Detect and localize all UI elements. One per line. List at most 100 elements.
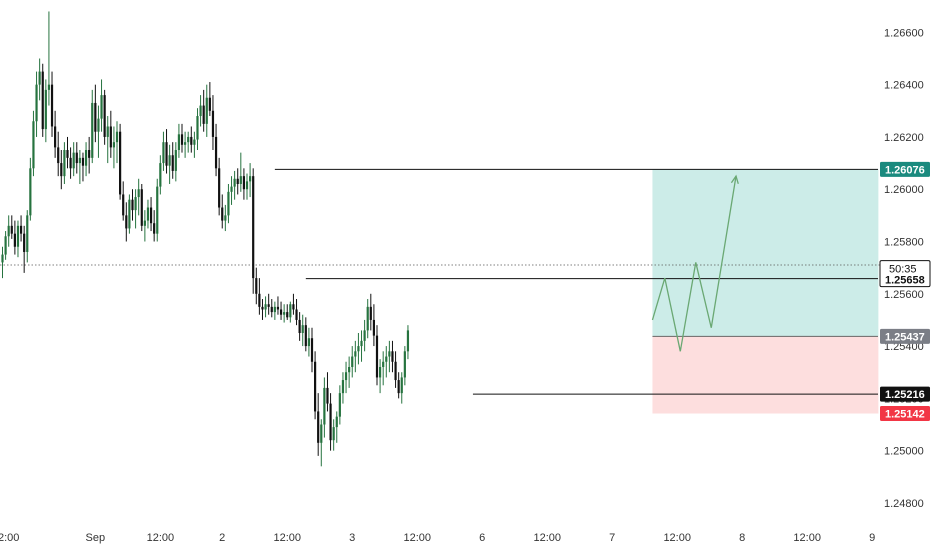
candle-body	[329, 403, 332, 441]
time-tick-label: Sep	[86, 532, 106, 544]
candle-body	[323, 387, 326, 425]
candle-body	[106, 126, 109, 137]
candle-body	[335, 416, 338, 428]
price-tick-label: 1.26600	[884, 27, 924, 39]
projection-path	[651, 174, 739, 352]
candle-body	[375, 335, 379, 378]
candle-body	[196, 116, 199, 140]
candle-body	[255, 278, 258, 294]
candle-body	[63, 150, 66, 177]
price-axis: 1.26600 1.26400 1.26200 1.26000 1.25800 1.256…	[884, 27, 924, 510]
projection-arrow-head	[730, 174, 739, 185]
candle-body	[88, 150, 91, 158]
price-tick-label: 1.25800	[884, 237, 924, 249]
candle-body	[332, 427, 335, 441]
time-tick-label: 12:00	[403, 532, 431, 544]
candle-body	[187, 136, 190, 143]
candle-body	[258, 293, 261, 307]
candle-body	[344, 372, 348, 381]
candle-body	[403, 351, 406, 378]
last-price-badge: 50:351.25658	[879, 260, 931, 288]
time-tick-label: 3	[349, 532, 355, 544]
price-badge-label: 1.26076	[885, 164, 925, 176]
candle-body	[221, 207, 224, 221]
last-price-badge-bg	[879, 260, 931, 288]
candle-body	[295, 309, 298, 320]
candle-body	[47, 84, 51, 90]
candle-body	[360, 340, 363, 347]
candle-body	[391, 351, 394, 362]
candle-body	[320, 424, 323, 443]
candle-body	[168, 155, 171, 166]
candle-body	[134, 197, 137, 211]
candle-body	[13, 233, 16, 247]
candle-body	[41, 71, 44, 130]
time-tick-label: 12:00	[147, 532, 175, 544]
candle-body	[317, 411, 320, 443]
projection-line	[651, 176, 737, 352]
candle-body	[119, 131, 122, 195]
target-zone	[652, 169, 879, 337]
price-badges: 1.26076 1.25658 1.25437 1.25216 1.25142 50:35…	[879, 161, 931, 422]
candle-body	[94, 102, 97, 132]
candle-body	[143, 220, 146, 226]
price-badge-label: 1.25142	[885, 409, 925, 421]
candle-body	[230, 186, 233, 192]
candle-body	[112, 142, 116, 148]
candle-body	[273, 306, 276, 313]
candle-body	[72, 152, 75, 169]
candle-body	[307, 338, 311, 347]
candle-body	[29, 168, 32, 216]
candle-body	[103, 95, 106, 137]
candle-body	[245, 181, 249, 190]
price-badge-stop: 1.25142	[880, 406, 930, 422]
candles	[1, 11, 410, 467]
candle-body	[326, 387, 329, 404]
time-tick-label: 12:00	[273, 532, 301, 544]
time-tick-label: 2	[219, 532, 225, 544]
candle-body	[66, 150, 69, 158]
candle-body	[100, 95, 103, 119]
candle-body	[32, 121, 35, 169]
candle-body	[378, 366, 382, 378]
candle-body	[199, 105, 202, 117]
candle-body	[165, 142, 168, 166]
candle-body	[23, 233, 26, 252]
candle-body	[202, 105, 205, 124]
candle-body	[4, 236, 7, 255]
price-tick-label: 1.25600	[884, 289, 924, 301]
candle-body	[84, 150, 88, 166]
candle-body	[304, 325, 307, 347]
candle-body	[224, 215, 227, 221]
candle-body	[140, 189, 143, 226]
candle-body	[69, 157, 72, 169]
candle-body	[60, 163, 63, 177]
candle-body	[38, 71, 41, 85]
price-badge-bg	[880, 161, 930, 177]
candle-body	[44, 89, 47, 130]
countdown-label: 50:35	[889, 264, 917, 276]
horizontal-level-lines	[274, 168, 878, 395]
candle-body	[283, 312, 286, 315]
candle-body	[211, 110, 215, 137]
price-tick-label: 1.26000	[884, 184, 924, 196]
candle-body	[184, 142, 187, 145]
time-tick-label: 7	[609, 532, 615, 544]
candle-body	[162, 142, 165, 164]
candle-body	[363, 330, 366, 341]
candle-body	[236, 178, 239, 184]
candle-body	[156, 186, 159, 234]
candle-body	[270, 306, 273, 313]
candle-body	[109, 126, 112, 148]
candle-body	[19, 225, 23, 234]
price-badge-bg	[880, 386, 930, 402]
price-badge-bg	[880, 406, 930, 422]
candle-body	[286, 312, 289, 318]
candle-body	[276, 306, 280, 310]
price-badge-label: 1.25216	[885, 389, 925, 401]
candle-body	[313, 361, 317, 412]
candle-body	[153, 223, 156, 234]
candle-body	[115, 131, 119, 143]
candle-body	[35, 84, 38, 122]
